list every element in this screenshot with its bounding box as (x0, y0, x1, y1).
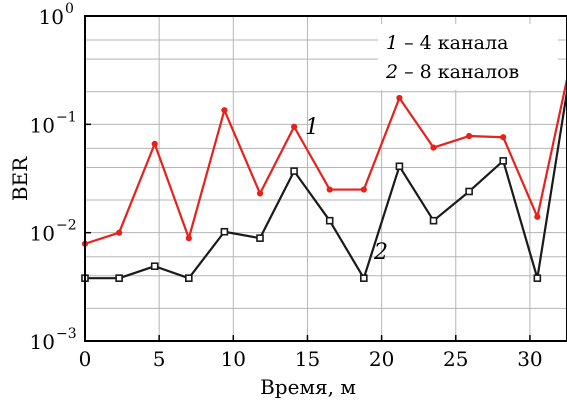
legend-entry-1-text: – 4 канала (398, 32, 508, 54)
y-axis-label: BER (8, 156, 32, 201)
series-1-point (360, 186, 367, 193)
y-tick-label: 10 −2 (30, 218, 77, 246)
x-tick-label: 0 (79, 347, 92, 371)
x-tick-label: 10 (221, 347, 246, 371)
series-1-point (534, 213, 541, 220)
y-tick-base: 10 (39, 5, 64, 29)
y-tick-label: 10 0 (39, 1, 74, 29)
x-tick-label: 5 (153, 347, 166, 371)
x-tick-label: 20 (369, 347, 394, 371)
y-tick-base: 10 (30, 330, 55, 354)
legend-entry-2: 2 – 8 каналов (385, 61, 519, 83)
series-2-point (465, 187, 473, 196)
series-1-label: 1 (305, 115, 319, 140)
series-2-point (395, 162, 404, 171)
legend: 1 – 4 канала 2 – 8 каналов (378, 24, 558, 90)
y-tick-label: 10 −3 (30, 326, 77, 354)
legend-entry-2-num: 2 (385, 61, 398, 83)
series-1-point (430, 144, 437, 151)
series-1-point (185, 235, 192, 242)
y-tick-exponent: −3 (56, 326, 77, 342)
legend-background (378, 24, 558, 90)
series-2-point (499, 157, 508, 165)
series-1-point (151, 140, 158, 147)
series-2-point (220, 227, 229, 236)
y-tick-exponent: −2 (56, 218, 77, 234)
y-tick-base: 10 (30, 222, 55, 246)
series-2-point (150, 262, 159, 271)
series-layer (81, 79, 567, 282)
series-2-point (115, 274, 123, 282)
x-axis-label: Время, м (260, 375, 356, 399)
legend-entry-2-text: – 8 каналов (398, 61, 519, 83)
y-tick-exponent: 0 (65, 1, 74, 17)
y-tick-label: 10 −1 (30, 109, 77, 137)
series-2-label: 2 (373, 240, 388, 265)
series-2-point (325, 216, 334, 225)
x-tick-label: 15 (295, 347, 320, 371)
series-2-point (185, 274, 193, 282)
legend-entry-1: 1 – 4 канала (386, 32, 508, 54)
y-tick-exponent: −1 (56, 109, 77, 125)
legend-entry-1-num: 1 (386, 32, 398, 54)
x-tick-label: 25 (443, 347, 468, 371)
series-2-point (290, 167, 298, 175)
x-tick-label: 30 (517, 347, 542, 371)
series-1-point (116, 229, 123, 236)
series-1-point (221, 107, 228, 114)
series-2-point (429, 216, 438, 225)
series-1-point (500, 134, 507, 141)
series-1-point (466, 132, 473, 140)
series-1-point (256, 190, 264, 197)
series-2-point (360, 274, 368, 282)
series-1-point (326, 186, 333, 193)
series-2-point (256, 234, 264, 242)
series-2-point (533, 274, 542, 282)
y-tick-base: 10 (30, 113, 55, 137)
plot-frame (84, 15, 567, 342)
series-1-point (396, 94, 403, 102)
series-1-point (291, 123, 298, 130)
